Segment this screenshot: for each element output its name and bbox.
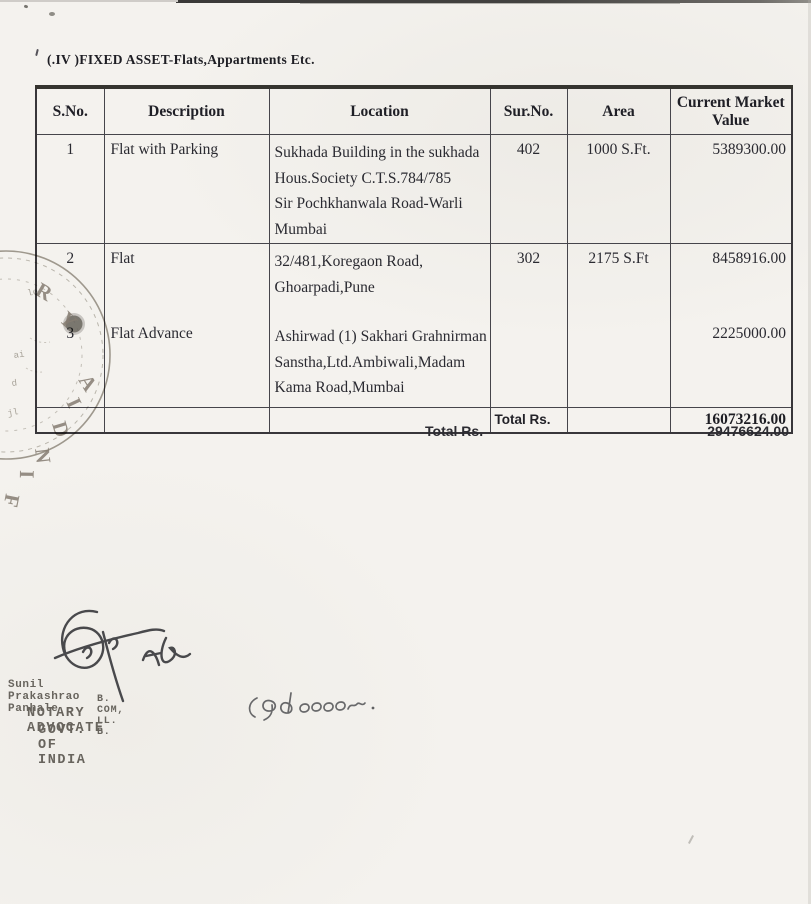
table-total-row: Total Rs. 16073216.00 — [35, 407, 793, 434]
cell-area: 1000 S.Ft. — [566, 134, 671, 244]
svg-text:I: I — [61, 394, 86, 412]
notary-degree: B. COM, LL. B. — [97, 694, 125, 738]
cell-area — [566, 319, 671, 408]
section-title: (.IV )FIXED ASSET-Flats,Appartments Etc. — [47, 52, 315, 67]
svg-text:I: I — [15, 470, 39, 479]
cell-location: 32/481,Koregaon Road, Ghoarpadi,Pune — [268, 243, 491, 319]
svg-text:D: D — [47, 418, 74, 440]
round-notary-stamp-icon: R Y A I D N I F le ai d jl — [0, 250, 111, 509]
fixed-asset-table: S.No. Description Location Sur.No. Area … — [35, 85, 793, 434]
header-value: Current Market Value — [669, 86, 793, 135]
header-sur-no: Sur.No. — [489, 86, 568, 135]
header-description: Description — [103, 86, 270, 135]
cell-value: 8458916.00 — [669, 243, 793, 319]
cell-value: 5389300.00 — [669, 134, 793, 244]
cell-empty — [566, 407, 671, 434]
cell-empty — [103, 407, 270, 434]
header-location: Location — [268, 86, 491, 135]
cell-description: Flat Advance — [103, 319, 270, 408]
notary-name: Sunil Prakashrao Panhale — [8, 679, 81, 715]
cell-value: 2225000.00 — [669, 319, 793, 408]
dust-speck — [23, 4, 29, 9]
cell-area: 2175 S.Ft — [566, 243, 671, 319]
dust-speck — [49, 12, 55, 16]
handwritten-amount-scribble-icon — [248, 692, 375, 721]
svg-text:le: le — [27, 287, 40, 299]
header-area: Area — [566, 86, 671, 135]
table-header-row: S.No. Description Location Sur.No. Area … — [35, 86, 793, 135]
scan-edge-artifact — [300, 3, 680, 4]
cell-location: Sukhada Building in the sukhada Hous.Soc… — [268, 134, 491, 244]
total-label: Total Rs. — [489, 407, 568, 434]
grand-total-label: Total Rs. — [425, 423, 484, 439]
table-row: 1 Flat with Parking Sukhada Building in … — [35, 134, 793, 244]
total-value: 16073216.00 — [669, 407, 793, 434]
svg-text:jl: jl — [7, 407, 19, 419]
table-row: 3 Flat Advance Ashirwad (1) Sakhari Grah… — [35, 319, 793, 408]
cell-sur-no — [489, 319, 568, 408]
svg-text:N: N — [30, 447, 56, 465]
cell-description: Flat with Parking — [103, 134, 270, 244]
notary-title: NOTARY ADVOCATE — [27, 706, 105, 736]
cell-sno: 1 — [35, 134, 105, 244]
table-row: 2 Flat 32/481,Koregaon Road, Ghoarpadi,P… — [35, 243, 793, 319]
cell-empty — [268, 407, 491, 434]
grand-total-value: 29476624.00 — [707, 423, 789, 439]
svg-text:d: d — [11, 378, 18, 389]
svg-text:ai: ai — [13, 350, 25, 361]
stray-pen-mark — [35, 48, 39, 57]
cell-sno: 2 — [35, 243, 105, 319]
stray-pen-mark — [688, 835, 694, 844]
cell-sur-no: 402 — [489, 134, 568, 244]
notary-govt: GOVT. OF INDIA — [38, 723, 87, 768]
scan-edge-artifact — [808, 0, 811, 904]
header-sno: S.No. — [35, 86, 105, 135]
signature-scribble-icon — [53, 609, 192, 703]
cell-description: Flat — [103, 243, 270, 319]
scan-edge-artifact — [0, 0, 178, 2]
cell-location: Ashirwad (1) Sakhari Grahnirman Sanstha,… — [268, 319, 491, 408]
scan-edge-artifact — [176, 0, 811, 3]
svg-text:F: F — [0, 492, 25, 509]
svg-text:A: A — [74, 370, 103, 396]
cell-sur-no: 302 — [489, 243, 568, 319]
